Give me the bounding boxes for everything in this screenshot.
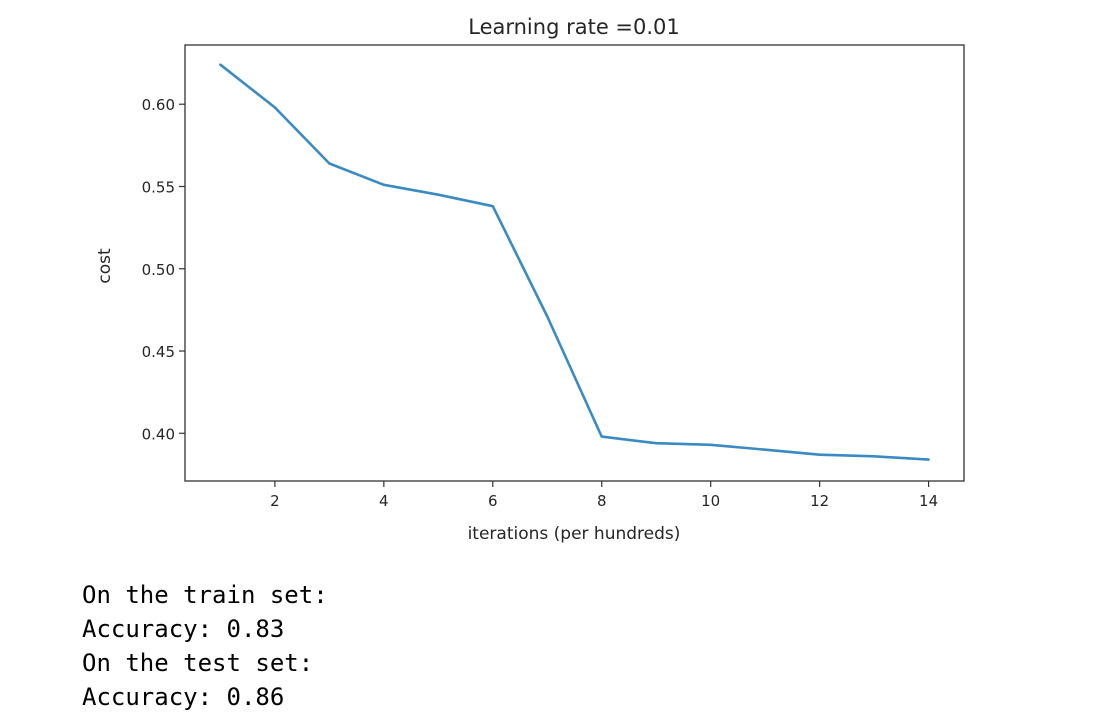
x-tick-label: 8 (597, 492, 607, 510)
train-set-heading: On the train set: (82, 581, 328, 609)
x-tick-label: 12 (810, 492, 829, 510)
x-tick-label: 4 (379, 492, 389, 510)
x-tick-label: 6 (488, 492, 498, 510)
plot-frame (184, 44, 965, 482)
x-tick-label: 2 (270, 492, 280, 510)
test-accuracy: Accuracy: 0.86 (82, 683, 285, 711)
output-text: On the train set: Accuracy: 0.83 On the … (82, 578, 328, 714)
y-tick-label: 0.60 (142, 96, 175, 114)
chart-title: Learning rate =0.01 (468, 15, 680, 39)
y-axis-label: cost (95, 248, 115, 284)
chart: Learning rate =0.01 2 4 6 8 10 12 14 0.400.450… (95, 15, 965, 544)
x-tick-label: 10 (701, 492, 720, 510)
y-tick-label: 0.50 (142, 261, 175, 279)
y-tick-label: 0.40 (142, 425, 175, 443)
y-tick-label: 0.55 (142, 178, 175, 196)
x-tick-label: 14 (919, 492, 938, 510)
x-axis-label: iterations (per hundreds) (468, 524, 681, 544)
cost-series-line (219, 63, 930, 461)
train-accuracy: Accuracy: 0.83 (82, 615, 285, 643)
y-tick-label: 0.45 (142, 343, 175, 361)
y-axis-ticks: 0.40 0.45 0.50 0.55 0.60 (142, 96, 185, 443)
test-set-heading: On the test set: (82, 649, 314, 677)
x-axis-ticks: 2 4 6 8 10 12 14 (270, 481, 938, 510)
